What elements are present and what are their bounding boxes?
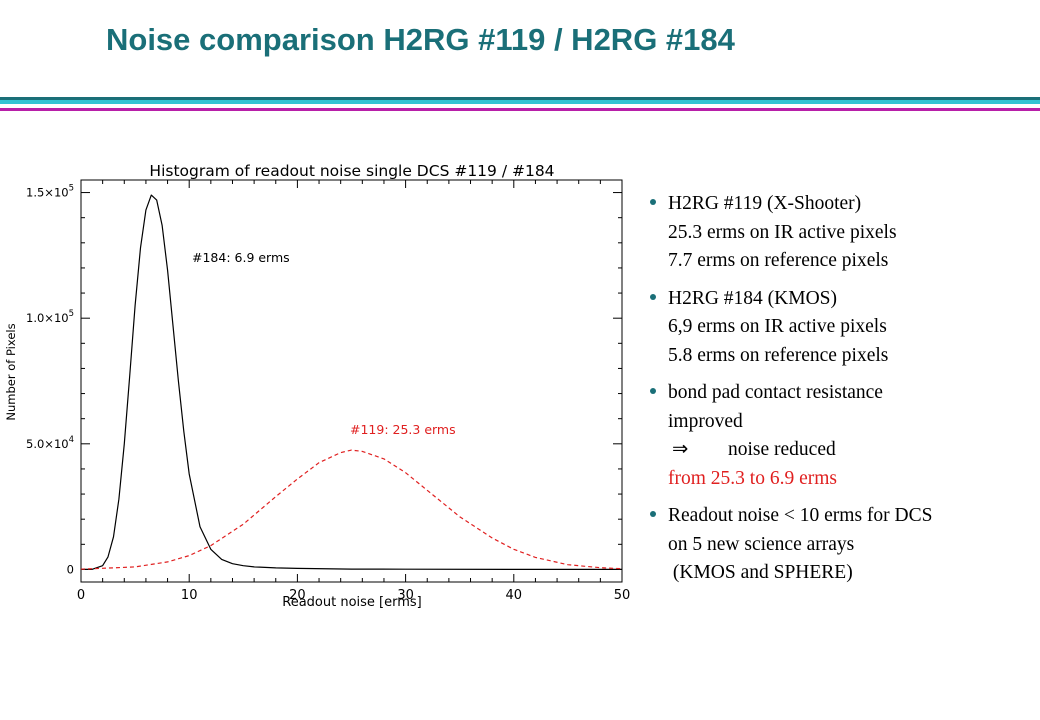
bullet-text: bond pad contact resistance bbox=[668, 382, 883, 403]
bullet-text: 7.7 erms on reference pixels bbox=[668, 250, 889, 271]
bullet-text: Readout noise < 10 erms for DCS bbox=[668, 505, 933, 526]
y-tick-exponent: 5 bbox=[69, 309, 74, 319]
title-rule-cyan bbox=[0, 100, 1040, 104]
x-tick-label: 50 bbox=[614, 588, 631, 603]
implies-arrow-icon: ⇒ bbox=[672, 439, 689, 460]
bullet-text: H2RG #184 (KMOS) bbox=[668, 287, 838, 309]
bullet-item-h2rg184: H2RG #184 (KMOS) 6,9 erms on IR active p… bbox=[646, 285, 1036, 371]
bullet-item-h2rg119: H2RG #119 (X-Shooter) 25.3 erms on IR ac… bbox=[646, 190, 1036, 276]
x-axis-label: Readout noise [erms] bbox=[282, 595, 422, 610]
bullet-dot-icon bbox=[650, 511, 656, 517]
bullet-dot-icon bbox=[650, 199, 656, 205]
bullet-text: 25.3 erms on IR active pixels bbox=[668, 221, 897, 243]
bullet-text: 6,9 erms on IR active pixels bbox=[668, 316, 887, 337]
y-tick-label: 1.5×105 bbox=[26, 184, 74, 200]
implies-line: ⇒ noise reduced bbox=[668, 436, 1036, 465]
x-tick-label: 0 bbox=[77, 588, 85, 603]
y-tick-exponent: 4 bbox=[69, 435, 74, 445]
bullet-item-readout-noise: Readout noise < 10 erms for DCS on 5 new… bbox=[646, 502, 1036, 588]
bullet-dot-icon bbox=[650, 293, 656, 300]
x-tick-label: 20 bbox=[289, 588, 306, 603]
bullet-text: 5.8 erms on reference pixels bbox=[668, 344, 889, 366]
series-label-184: #184: 6.9 erms bbox=[192, 250, 290, 265]
x-tick-label: 30 bbox=[397, 588, 414, 603]
highlight-text: from 25.3 to 6.9 erms bbox=[668, 467, 837, 489]
bullet-dot-icon bbox=[650, 388, 656, 394]
x-tick-label: 40 bbox=[506, 588, 523, 603]
bullet-text: H2RG #119 (X-Shooter) bbox=[668, 193, 862, 214]
implies-text: noise reduced bbox=[728, 439, 836, 460]
bullet-text: on 5 new science arrays bbox=[668, 533, 855, 555]
bullet-text: (KMOS and SPHERE) bbox=[668, 562, 853, 583]
bullet-item-bond-pad: bond pad contact resistance improved ⇒ no… bbox=[646, 379, 1036, 493]
y-tick-label: 5.0×104 bbox=[26, 435, 74, 451]
series-line-0 bbox=[81, 194, 622, 571]
bullet-text: improved bbox=[668, 410, 743, 432]
y-tick-label: 1.0×105 bbox=[26, 309, 74, 325]
slide-title: Noise comparison H2RG #119 / H2RG #184 bbox=[106, 22, 735, 57]
y-tick-label: 0 bbox=[67, 562, 74, 576]
y-tick-exponent: 5 bbox=[69, 184, 74, 194]
title-rule-magenta bbox=[0, 108, 1040, 111]
series-label-119: #119: 25.3 erms bbox=[350, 422, 456, 437]
chart-title: Histogram of readout noise single DCS #1… bbox=[149, 162, 554, 180]
series-line-1 bbox=[80, 449, 623, 570]
plot-frame bbox=[80, 179, 623, 583]
title-rule-teal bbox=[0, 97, 1040, 100]
x-tick-label: 10 bbox=[181, 588, 198, 603]
bullet-list: H2RG #119 (X-Shooter) 25.3 erms on IR ac… bbox=[646, 190, 1036, 597]
y-axis-label: Number of Pixels bbox=[4, 323, 18, 420]
noise-histogram-chart: 0 10 20 30 40 50 0 5.0×104 1.0×105 1.5×105 Histog… bbox=[4, 162, 631, 610]
